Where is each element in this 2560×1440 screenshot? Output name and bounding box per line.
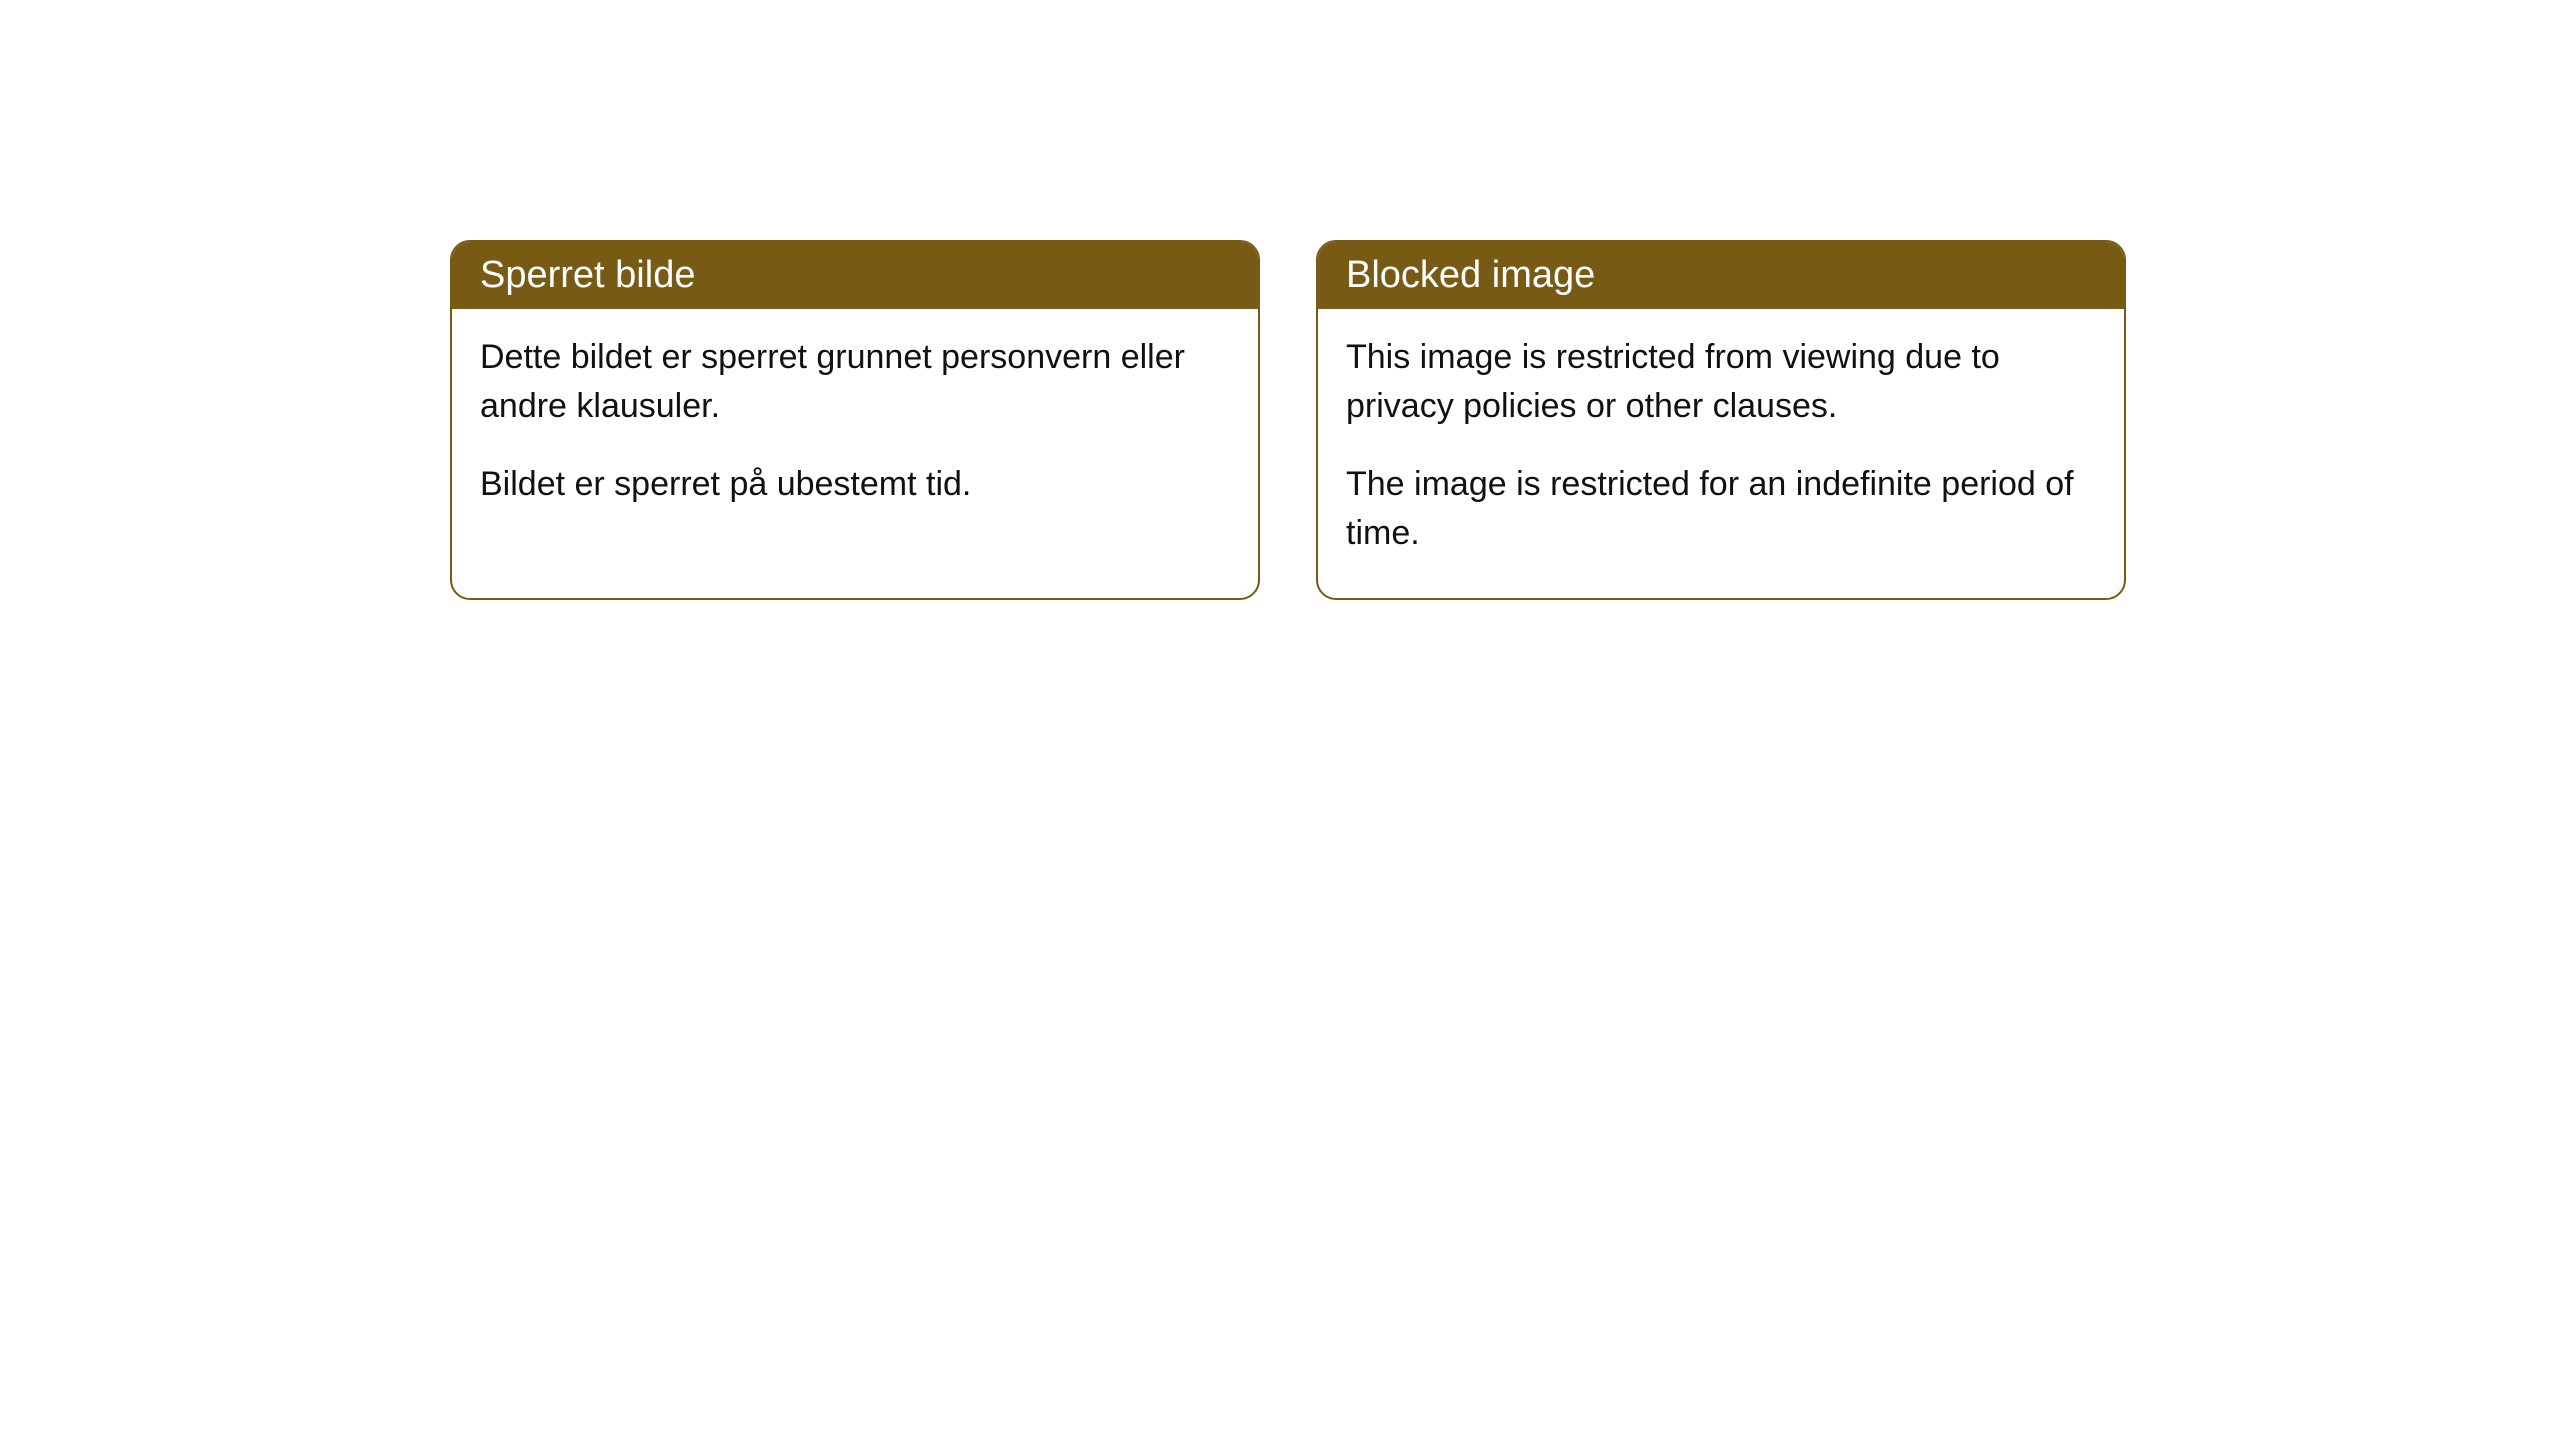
card-header: Sperret bilde bbox=[452, 242, 1258, 309]
card-paragraph: The image is restricted for an indefinit… bbox=[1346, 460, 2096, 559]
card-paragraph: Bildet er sperret på ubestemt tid. bbox=[480, 460, 1230, 509]
card-title: Sperret bilde bbox=[480, 254, 695, 296]
card-header: Blocked image bbox=[1318, 242, 2124, 309]
notice-card-english: Blocked image This image is restricted f… bbox=[1316, 240, 2126, 600]
card-title: Blocked image bbox=[1346, 254, 1595, 296]
card-paragraph: This image is restricted from viewing du… bbox=[1346, 333, 2096, 432]
card-body: This image is restricted from viewing du… bbox=[1318, 309, 2124, 598]
notice-cards-container: Sperret bilde Dette bildet er sperret gr… bbox=[450, 240, 2126, 600]
card-paragraph: Dette bildet er sperret grunnet personve… bbox=[480, 333, 1230, 432]
notice-card-norwegian: Sperret bilde Dette bildet er sperret gr… bbox=[450, 240, 1260, 600]
card-body: Dette bildet er sperret grunnet personve… bbox=[452, 309, 1258, 549]
